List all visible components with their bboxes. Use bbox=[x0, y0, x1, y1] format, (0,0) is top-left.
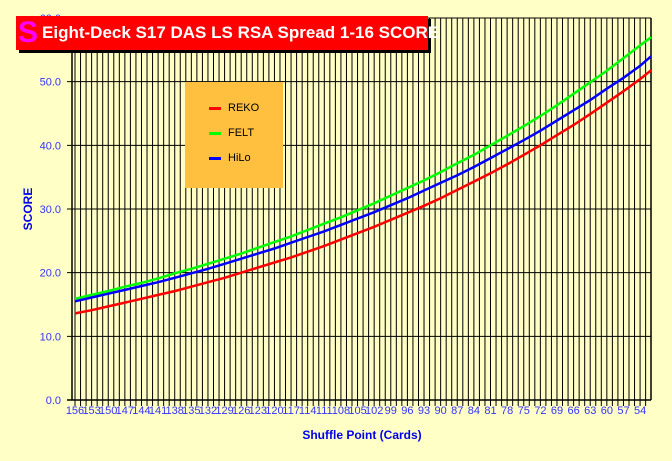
x-tick-label: 72 bbox=[534, 405, 546, 417]
x-tick-label: 141 bbox=[149, 405, 167, 417]
x-tick-label: 105 bbox=[348, 405, 366, 417]
x-tick-label: 96 bbox=[401, 405, 413, 417]
x-tick-label: 54 bbox=[634, 405, 646, 417]
logo-icon: S bbox=[18, 16, 39, 49]
legend-swatch bbox=[209, 106, 221, 110]
grid bbox=[67, 17, 652, 406]
x-tick-label: 66 bbox=[567, 405, 579, 417]
series-line-felt bbox=[74, 36, 652, 301]
x-tick-label: 150 bbox=[99, 405, 117, 417]
legend-label: REKO bbox=[228, 102, 260, 114]
x-tick-label: 147 bbox=[116, 405, 134, 417]
x-tick-label: 90 bbox=[435, 405, 447, 417]
x-tick-label: 63 bbox=[584, 405, 596, 417]
x-tick-label: 135 bbox=[182, 405, 200, 417]
x-tick-label: 75 bbox=[518, 405, 530, 417]
x-tick-label: 117 bbox=[282, 405, 300, 417]
y-tick-label: 0.0 bbox=[46, 395, 61, 407]
x-tick-label: 108 bbox=[332, 405, 350, 417]
series-lines bbox=[74, 36, 653, 315]
legend-item-felt: FELT bbox=[209, 127, 254, 139]
y-tick-label: 40.0 bbox=[40, 140, 61, 152]
x-tick-label: 69 bbox=[551, 405, 563, 417]
x-tick-label: 57 bbox=[617, 405, 629, 417]
legend-label: HiLo bbox=[228, 152, 251, 164]
x-tick-label: 129 bbox=[215, 405, 233, 417]
x-tick-label: 126 bbox=[232, 405, 250, 417]
x-tick-label: 153 bbox=[82, 405, 100, 417]
x-tick-label: 120 bbox=[265, 405, 283, 417]
series-line-hilo bbox=[74, 55, 653, 303]
x-tick-label: 78 bbox=[501, 405, 513, 417]
legend-item-reko: REKO bbox=[209, 102, 259, 114]
legend-swatch bbox=[209, 131, 221, 135]
x-tick-label: 132 bbox=[199, 405, 217, 417]
legend-swatch bbox=[209, 156, 221, 160]
x-tick-label: 156 bbox=[66, 405, 84, 417]
y-tick-label: 20.0 bbox=[40, 268, 61, 280]
x-tick-labels: 1561531501471441411381351321291261231201… bbox=[66, 405, 646, 417]
x-tick-label: 111 bbox=[316, 405, 333, 417]
legend-item-hilo: HiLo bbox=[209, 152, 251, 164]
y-tick-label: 30.0 bbox=[40, 204, 61, 216]
legend: REKO FELT HiLo bbox=[185, 82, 283, 188]
x-tick-label: 144 bbox=[132, 405, 150, 417]
y-tick-labels: 0.010.020.030.040.050.060.0 bbox=[40, 13, 61, 407]
chart-title-banner: S Eight-Deck S17 DAS LS RSA Spread 1-16 … bbox=[16, 16, 439, 50]
x-axis-label: Shuffle Point (Cards) bbox=[302, 428, 421, 442]
x-tick-label: 60 bbox=[601, 405, 613, 417]
y-axis-label: SCORE bbox=[21, 188, 35, 231]
x-tick-label: 81 bbox=[484, 405, 496, 417]
x-tick-label: 93 bbox=[418, 405, 430, 417]
x-tick-label: 138 bbox=[166, 405, 184, 417]
x-tick-label: 123 bbox=[249, 405, 267, 417]
series-line-reko bbox=[74, 69, 652, 315]
x-tick-label: 99 bbox=[385, 405, 397, 417]
x-tick-label: 102 bbox=[365, 405, 383, 417]
x-tick-label: 87 bbox=[451, 405, 463, 417]
y-tick-label: 10.0 bbox=[40, 331, 61, 343]
x-tick-label: 84 bbox=[468, 405, 480, 417]
y-tick-label: 50.0 bbox=[40, 77, 61, 89]
legend-label: FELT bbox=[228, 127, 255, 139]
chart-title: Eight-Deck S17 DAS LS RSA Spread 1-16 SC… bbox=[42, 23, 440, 42]
x-tick-label: 114 bbox=[299, 405, 317, 417]
